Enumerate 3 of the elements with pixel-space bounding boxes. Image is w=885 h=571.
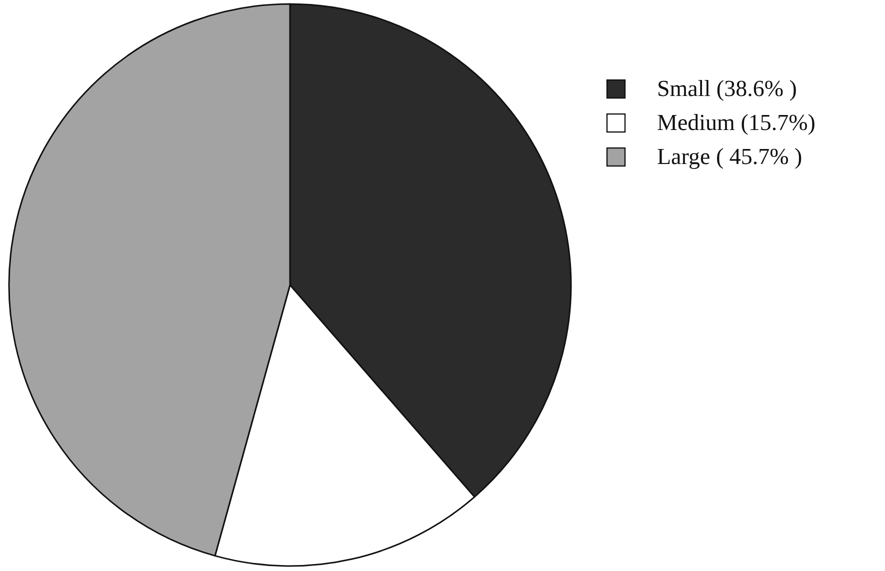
legend-label: Medium (15.7%)	[657, 110, 816, 135]
legend-label: Small (38.6% )	[657, 76, 797, 101]
legend-label: Large ( 45.7% )	[657, 144, 802, 169]
